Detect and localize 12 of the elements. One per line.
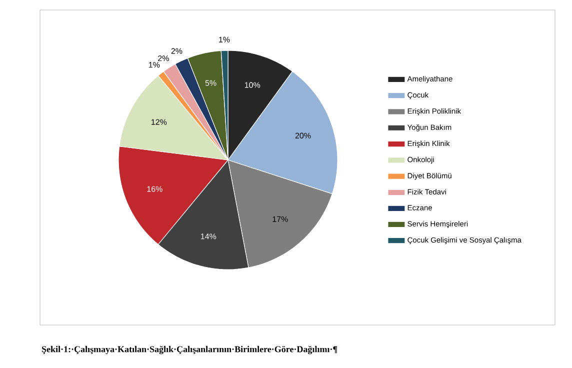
data-label: 2% [158,55,169,62]
data-label: 12% [152,119,167,125]
data-label: 10% [244,82,260,88]
data-label: 17% [272,216,288,222]
data-label: 14% [200,234,216,240]
data-label: 20% [295,132,311,138]
data-label: 2% [171,48,182,54]
data-label: 16% [147,186,162,192]
data-label: 1% [219,36,230,42]
text: Şekil·1:·Çalışmaya·Katılan·Sağlık·Çalışanlarının·Birimlere·Göre·Dağılımı·¶ [42,346,338,354]
data-label: 1% [148,62,160,68]
data-label: 5% [205,80,216,86]
